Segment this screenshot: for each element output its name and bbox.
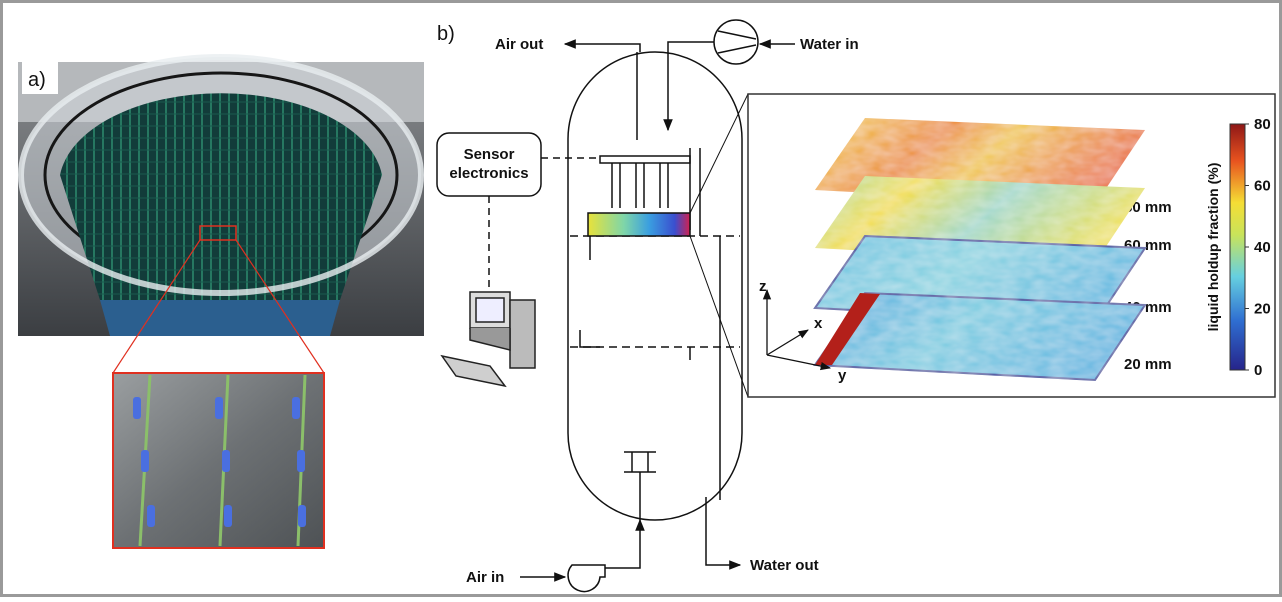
tick-label: 80: [1254, 116, 1271, 133]
colorbar-label: liquid holdup fraction (%): [1205, 163, 1221, 332]
stream-label: Air in: [466, 569, 504, 586]
axis-label: x: [814, 315, 823, 332]
inset-photo: [113, 373, 324, 548]
panel-label: b): [437, 23, 455, 45]
tick-label: 60: [1254, 178, 1271, 195]
computer-icon: [442, 292, 535, 386]
layer-label: 20 mm: [1124, 356, 1172, 373]
panel-label: a): [28, 69, 46, 91]
axis-label: y: [838, 367, 847, 384]
tick-label: 40: [1254, 239, 1271, 256]
tick-label: 0: [1254, 362, 1262, 379]
stream-label: Water out: [750, 557, 819, 574]
stream-label: Air out: [495, 36, 543, 53]
photo: [18, 57, 424, 336]
axis-label: z: [759, 278, 767, 295]
tick-label: 20: [1254, 301, 1271, 318]
stream-label: Water in: [800, 36, 859, 53]
sensor-plane: [588, 213, 690, 236]
colorbar: [1230, 124, 1245, 370]
box-label: Sensor: [464, 146, 515, 163]
figure: a) b) Sensor electr: [0, 0, 1282, 597]
box-label: electronics: [449, 165, 528, 182]
